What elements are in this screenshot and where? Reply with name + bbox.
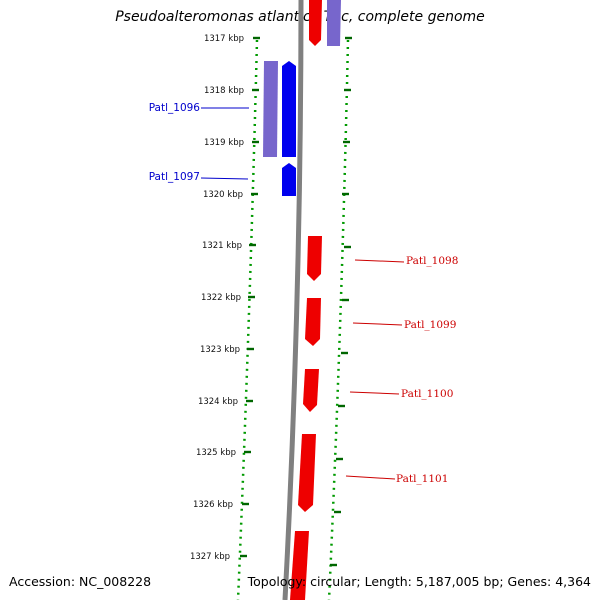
genome-summary-text: Topology: circular; Length: 5,187,005 bp… [247, 574, 591, 589]
gene-label-leaders [200, 107, 405, 480]
tick-label: 1324 kbp [198, 397, 238, 407]
gene-arrow-patl-1099[interactable] [305, 298, 321, 346]
genome-backbone [282, 0, 304, 600]
left-dotted-ring [236, 39, 259, 600]
tick-label: 1322 kbp [201, 293, 241, 303]
gene-arrow-patl-1101[interactable] [298, 434, 316, 512]
gene-label-patl-1100[interactable]: Patl_1100 [401, 388, 453, 400]
tick-label: 1326 kbp [193, 500, 233, 510]
gene-arrow-patl-1097[interactable] [282, 163, 296, 196]
tick-label: 1320 kbp [203, 190, 243, 200]
gene-label-patl-1099[interactable]: Patl_1099 [404, 319, 456, 331]
accession-text: Accession: NC_008228 [9, 574, 152, 589]
gene-label-patl-1096[interactable]: Patl_1096 [149, 102, 201, 114]
feature-bar [327, 0, 341, 46]
tick-label: 1318 kbp [204, 86, 244, 96]
tick-label: 1327 kbp [190, 552, 230, 562]
tick-label: 1321 kbp [202, 241, 242, 251]
tick-label: 1323 kbp [200, 345, 240, 355]
gene-arrow-patl-1100[interactable] [303, 369, 319, 412]
tick-label: 1325 kbp [196, 448, 236, 458]
gene-label-patl-1098[interactable]: Patl_1098 [406, 255, 458, 267]
right-tick-marks [330, 36, 352, 567]
gene-arrow-bottom-partial [290, 531, 309, 600]
left-tick-marks [240, 36, 260, 558]
tick-label: 1317 kbp [204, 34, 244, 44]
gene-label-patl-1101[interactable]: Patl_1101 [396, 473, 448, 485]
gene-label-patl-1097[interactable]: Patl_1097 [149, 171, 200, 183]
gene-arrow-patl-1098[interactable] [307, 236, 322, 281]
feature-bar [263, 61, 278, 157]
tick-label: 1319 kbp [204, 138, 244, 148]
right-dotted-ring [327, 39, 350, 600]
tick-labels: 1317 kbp 1318 kbp 1319 kbp 1320 kbp 1321… [190, 34, 244, 562]
gene-arrow-top-partial [309, 0, 322, 46]
gene-arrow-patl-1096[interactable] [282, 61, 296, 157]
